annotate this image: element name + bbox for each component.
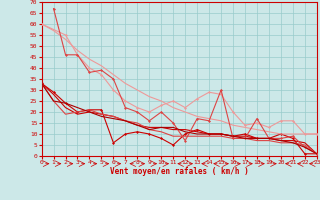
X-axis label: Vent moyen/en rafales ( km/h ): Vent moyen/en rafales ( km/h )	[110, 167, 249, 176]
